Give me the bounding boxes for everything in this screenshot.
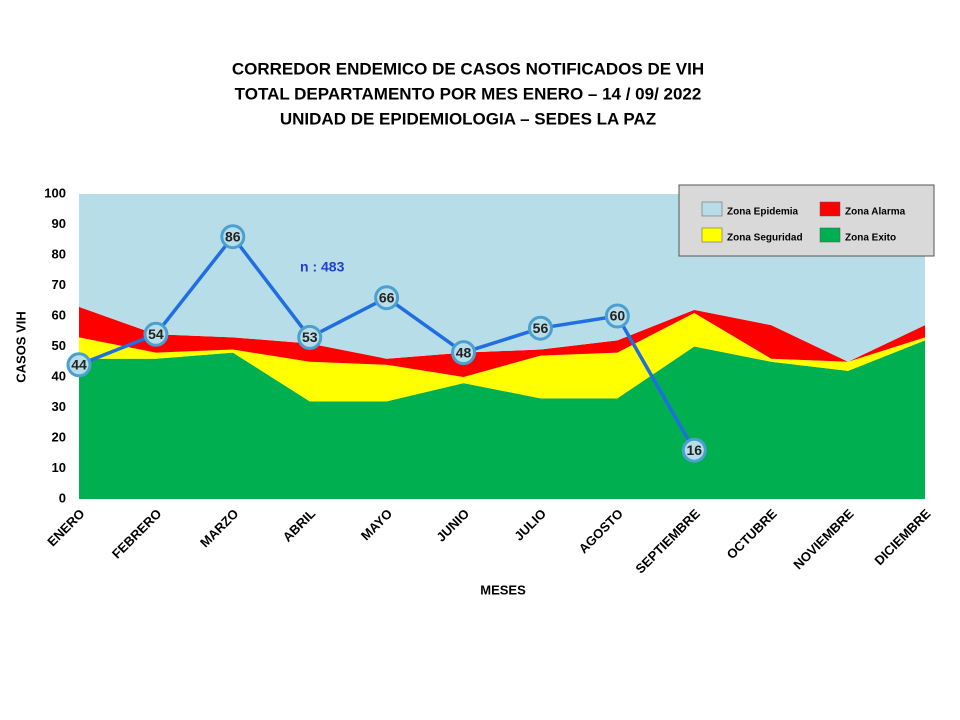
x-tick-label: SEPTIEMBRE [632,506,703,577]
legend-label: Zona Exito [845,233,896,244]
x-tick-label: ABRIL [280,506,319,545]
chart-title: CORREDOR ENDEMICO DE CASOS NOTIFICADOS D… [232,59,704,78]
chart-title: UNIDAD DE EPIDEMIOLOGIA – SEDES LA PAZ [280,109,656,128]
annotation: n : 483 [300,259,345,275]
x-tick-label: AGOSTO [576,506,626,556]
y-tick-label: 10 [52,460,66,475]
data-label: 48 [456,344,472,360]
data-label: 54 [148,326,164,342]
y-tick-label: 80 [52,246,66,261]
data-label: 44 [71,357,87,373]
area [79,340,925,499]
x-tick-label: ENERO [44,506,87,549]
y-tick-label: 20 [52,429,66,444]
marker [451,340,477,366]
x-tick-label: NOVIEMBRE [790,506,857,573]
marker [527,315,553,341]
marker [220,224,246,250]
y-tick-label: 90 [52,216,66,231]
legend-swatch [701,227,723,243]
data-label: 16 [686,442,702,458]
data-label: 86 [225,228,241,244]
marker [66,352,92,378]
y-axis-label: CASOS VIH [13,311,28,383]
x-tick-label: JUNIO [433,506,472,545]
marker [681,437,707,463]
marker [374,285,400,311]
y-tick-label: 40 [52,368,66,383]
y-tick-label: 50 [52,338,66,353]
x-tick-label: FEBRERO [109,506,165,562]
data-label: 53 [302,329,318,345]
chart-title: TOTAL DEPARTAMENTO POR MES ENERO – 14 / … [235,84,702,103]
y-tick-label: 70 [52,277,66,292]
x-tick-label: JULIO [511,506,549,544]
data-label: 56 [533,320,549,336]
area [79,306,925,377]
legend-box [678,184,935,257]
marker [297,324,323,350]
data-label: 60 [610,308,626,324]
legend-label: Zona Alarma [845,207,906,218]
legend-swatch [819,201,841,217]
marker [143,321,169,347]
y-tick-label: 0 [59,490,66,505]
x-tick-label: MARZO [197,506,241,550]
y-tick-label: 60 [52,307,66,322]
data-label: 66 [379,289,395,305]
y-tick-label: 100 [44,185,66,200]
legend-swatch [819,227,841,243]
x-tick-label: DICIEMBRE [871,506,933,568]
x-tick-label: OCTUBRE [724,506,780,562]
x-tick-label: MAYO [358,506,395,543]
legend-label: Zona Seguridad [727,233,803,244]
marker [604,303,630,329]
x-axis-label: MESES [480,582,526,597]
y-tick-label: 30 [52,399,66,414]
legend-label: Zona Epidemia [727,207,799,218]
legend-swatch [701,201,723,217]
area [79,312,925,402]
